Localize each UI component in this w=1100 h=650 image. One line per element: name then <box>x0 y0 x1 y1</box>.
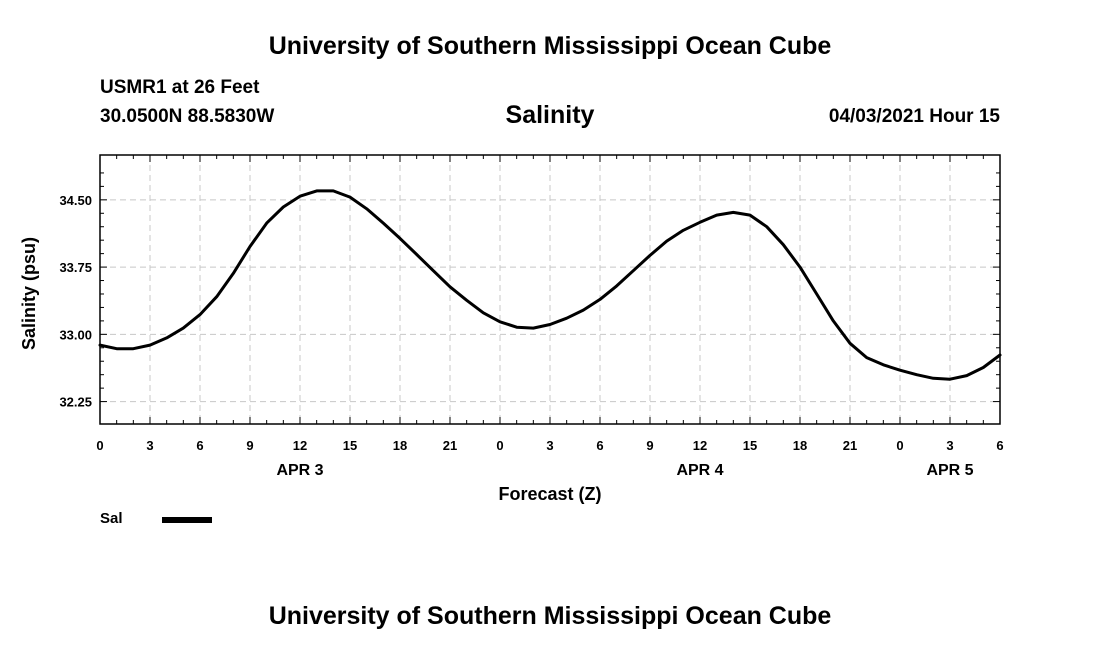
x-axis-label: Forecast (Z) <box>498 484 601 504</box>
x-tick-label: 12 <box>293 438 307 453</box>
chart-footer-title: University of Southern Mississippi Ocean… <box>268 602 832 630</box>
x-tick-label: 0 <box>496 438 503 453</box>
x-tick-label: 12 <box>693 438 707 453</box>
x-tick-label: 9 <box>246 438 253 453</box>
x-tick-label: 21 <box>443 438 457 453</box>
x-tick-label: 0 <box>896 438 903 453</box>
x-tick-label: 3 <box>146 438 153 453</box>
x-tick-label: 15 <box>343 438 357 453</box>
x-tick-label: 6 <box>196 438 203 453</box>
x-tick-label: 21 <box>843 438 857 453</box>
y-tick-label: 33.75 <box>59 260 92 275</box>
x-tick-label: 18 <box>393 438 407 453</box>
parameter-title: Salinity <box>505 101 595 129</box>
forecast-datetime: 04/03/2021 Hour 15 <box>828 106 1000 127</box>
station-coordinates: 30.0500N 88.5830W <box>100 106 275 127</box>
x-tick-label: 6 <box>996 438 1003 453</box>
x-tick-label: 0 <box>96 438 103 453</box>
x-tick-label: 3 <box>546 438 553 453</box>
date-label: APR 5 <box>926 462 973 479</box>
chart-header-title: University of Southern Mississippi Ocean… <box>268 32 832 60</box>
x-tick-label: 6 <box>596 438 603 453</box>
x-tick-label: 9 <box>646 438 653 453</box>
date-label: APR 4 <box>676 462 723 479</box>
date-label: APR 3 <box>276 462 323 479</box>
legend-label: Sal <box>100 510 123 527</box>
y-axis-label: Salinity (psu) <box>19 237 39 350</box>
x-tick-label: 15 <box>743 438 757 453</box>
y-tick-label: 34.50 <box>59 193 92 208</box>
y-tick-label: 32.25 <box>59 395 92 410</box>
station-label: USMR1 at 26 Feet <box>100 77 260 98</box>
y-tick-label: 33.00 <box>59 327 92 342</box>
x-tick-label: 3 <box>946 438 953 453</box>
x-tick-label: 18 <box>793 438 807 453</box>
legend-line-swatch <box>162 517 212 523</box>
